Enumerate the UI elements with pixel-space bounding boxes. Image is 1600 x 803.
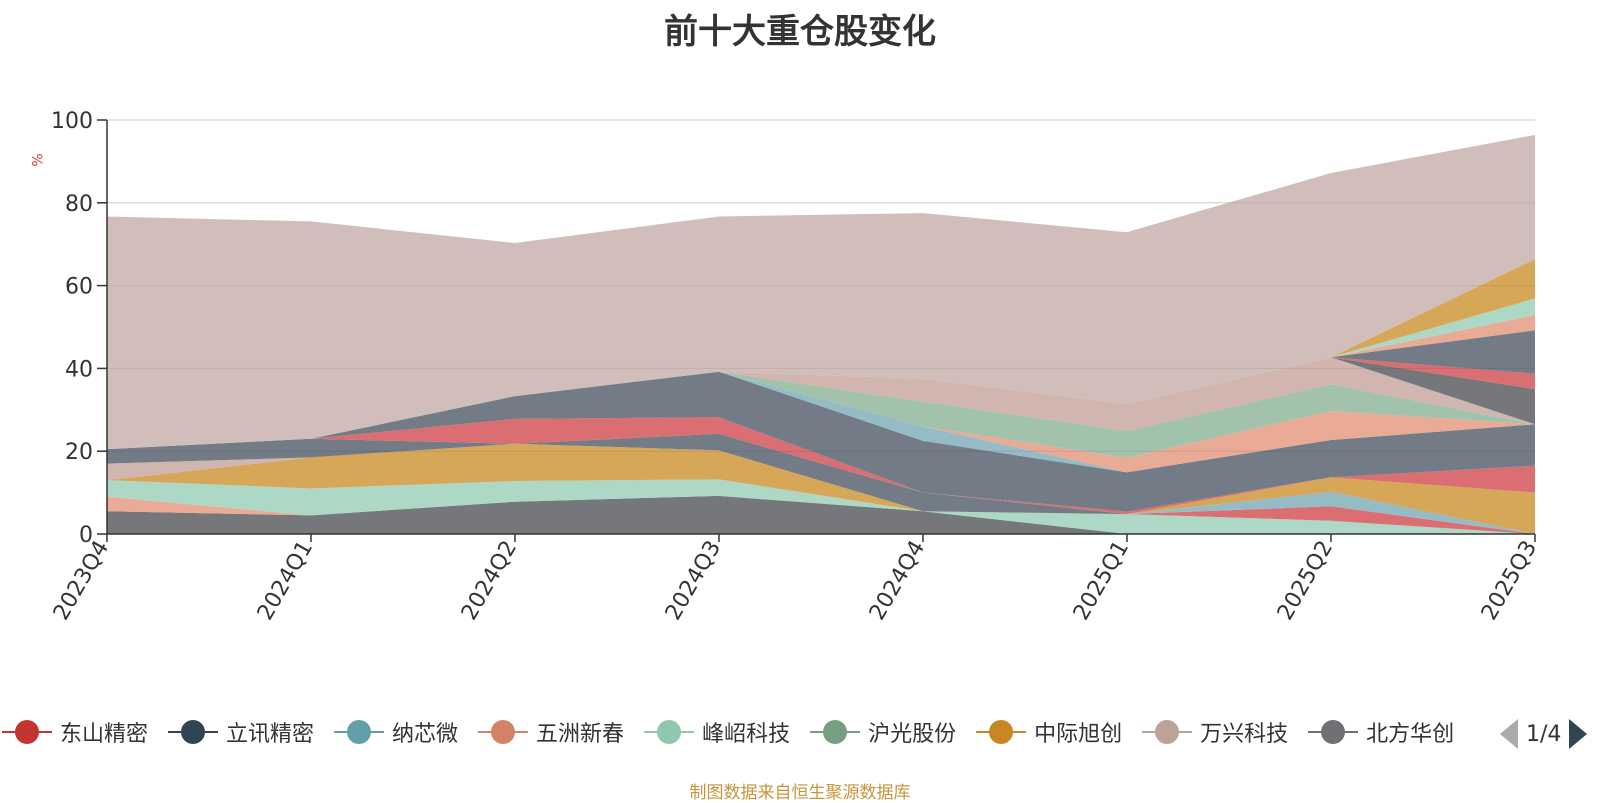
x-tick-label: 2024Q3: [661, 537, 726, 625]
legend-pager: 1/4: [1500, 716, 1600, 752]
area-series-5: [107, 433, 1535, 534]
legend-label: 峰岹科技: [702, 722, 791, 747]
chart-title: 前十大重仓股变化: [664, 12, 936, 52]
legend-prev-page-icon[interactable]: [1500, 719, 1518, 749]
legend-item[interactable]: 万兴科技: [1142, 716, 1288, 748]
legend-marker-icon: [2, 718, 52, 746]
legend-marker-dot: [491, 720, 516, 744]
y-tick-label: 40: [65, 357, 93, 382]
x-tick-label: 2025Q3: [1477, 537, 1542, 625]
legend-label: 中际旭创: [1034, 722, 1123, 747]
legend-item[interactable]: 中际旭创: [976, 716, 1122, 748]
legend-item[interactable]: 立讯精密: [168, 716, 314, 748]
legend-label: 立讯精密: [226, 722, 315, 747]
legend-label: 沪光股份: [868, 722, 957, 747]
legend-item[interactable]: 五洲新春: [478, 716, 624, 748]
legend-marker-icon: [334, 718, 385, 746]
legend-item[interactable]: 纳芯微: [334, 716, 458, 748]
x-tick-label: 2024Q4: [865, 537, 930, 625]
y-tick-label: 0: [79, 523, 93, 548]
area-series-2: [107, 479, 1535, 534]
legend-label: 五洲新春: [536, 722, 625, 747]
legend-label: 纳芯微: [392, 722, 459, 747]
y-axis-ticks: 0 20 40 60 80 100: [51, 109, 107, 548]
x-tick-label: 2024Q1: [253, 537, 318, 625]
y-tick-label: 100: [51, 109, 93, 134]
legend-marker-icon: [478, 718, 529, 746]
legend-marker-dot: [1321, 720, 1346, 744]
legend-marker-dot: [989, 720, 1014, 744]
legend: 东山精密 立讯精密 纳芯微 五洲新春 峰岹科技 沪光股份 中际旭创 万兴科技 北方华创: [0, 716, 1470, 752]
legend-next-page-icon[interactable]: [1569, 719, 1588, 749]
area-series-21: [107, 134, 1535, 450]
area-series-6: [107, 417, 1535, 534]
area-series-16: [107, 357, 1535, 450]
y-tick-label: 20: [65, 440, 93, 465]
area-series: [107, 134, 1535, 534]
area-series-3: [107, 443, 1535, 534]
legend-marker-icon: [1142, 718, 1193, 746]
area-series-0: [107, 495, 1535, 534]
legend-item[interactable]: 东山精密: [2, 716, 148, 748]
y-axis-unit: %: [30, 153, 47, 167]
legend-marker-icon: [976, 718, 1027, 746]
legend-item[interactable]: 沪光股份: [810, 716, 956, 748]
source-note: 制图数据来自恒生聚源数据库: [689, 783, 911, 803]
legend-label: 万兴科技: [1200, 722, 1289, 747]
legend-label: 北方华创: [1366, 722, 1455, 747]
gridlines-overlay: [107, 119, 1535, 452]
legend-marker-dot: [15, 720, 39, 744]
area-series-13: [107, 371, 1535, 458]
x-axis-ticks: 2023Q4 2024Q1 2024Q2 2024Q3 2024Q4 2025Q1 2025…: [49, 534, 1542, 625]
legend-marker-dot: [1155, 720, 1180, 744]
legend-item[interactable]: 北方华创: [1308, 716, 1454, 748]
legend-marker-icon: [644, 718, 695, 746]
x-tick-label: 2023Q4: [49, 537, 114, 625]
legend-marker-icon: [168, 718, 219, 746]
x-tick-label: 2025Q1: [1069, 537, 1134, 625]
legend-marker-icon: [810, 718, 861, 746]
legend-marker-dot: [657, 720, 682, 744]
legend-marker-icon: [1308, 718, 1359, 746]
legend-marker-dot: [181, 720, 206, 744]
area-series-10: [107, 371, 1535, 512]
y-tick-label: 80: [65, 192, 93, 217]
area-series-12: [107, 371, 1535, 473]
legend-item[interactable]: 峰岹科技: [644, 716, 790, 748]
legend-page-indicator: 1/4: [1526, 721, 1562, 747]
x-tick-label: 2024Q2: [457, 537, 522, 625]
area-series-14: [107, 357, 1535, 450]
x-tick-label: 2025Q2: [1273, 537, 1338, 625]
legend-marker-dot: [823, 720, 848, 744]
legend-marker-dot: [347, 720, 372, 744]
y-tick-label: 60: [65, 275, 93, 300]
legend-label: 东山精密: [60, 722, 149, 747]
